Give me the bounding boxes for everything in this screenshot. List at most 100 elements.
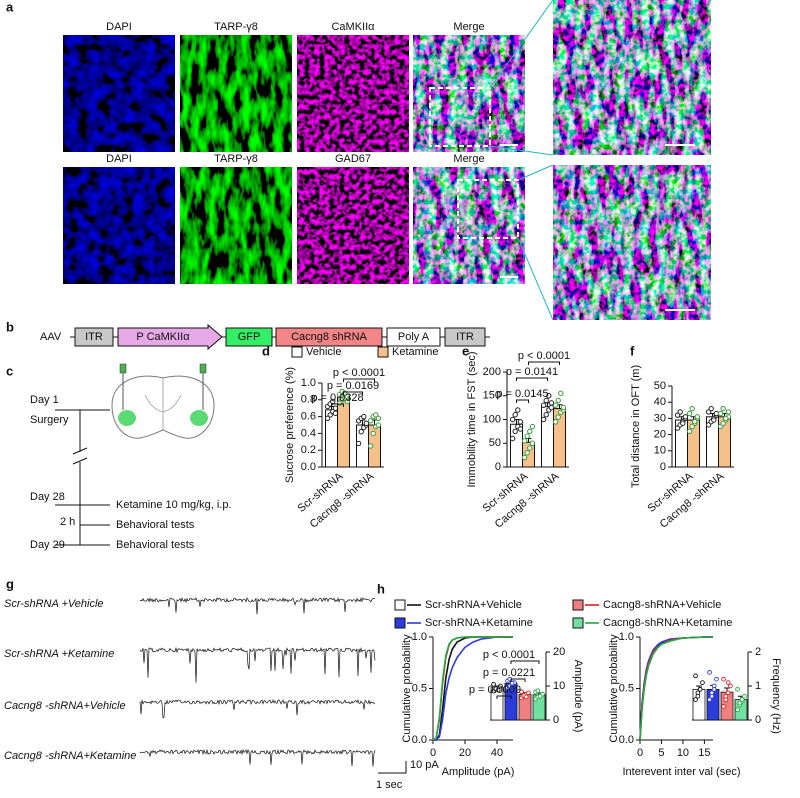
connector [517,164,554,181]
significance-bracket [516,377,548,381]
legend-swatch [394,599,406,611]
y-tick-label: 0 [660,461,666,473]
y-tick-label: 0.2 [301,444,316,456]
data-point [725,690,731,696]
x-tick-label: 0 [430,747,436,759]
data-point [709,693,715,699]
micrograph [63,35,175,152]
inset-y-tick-label: 10 [553,680,565,692]
data-point [725,680,731,685]
y-tick-label: 1.0 [301,377,316,389]
legend-label: Cacng8-shRNA+Ketamine [603,617,732,629]
construct-element [225,327,273,347]
timeline-break [72,447,88,455]
data-point [742,693,747,699]
trace [139,699,376,719]
data-point [535,688,541,694]
trace-label: Cacng8 -shRNA+Vehicle [4,700,126,712]
channel-label: TARP-γ8 [214,21,258,33]
micrograph [180,35,292,152]
construct-element [444,327,486,347]
data-point [555,414,561,420]
x-tick-label: 20 [459,747,471,759]
legend-swatch [572,617,584,629]
zoom-box [429,87,491,147]
day-label: Day 1 [30,394,59,406]
construct-label: Cacng8 shRNA [291,331,367,343]
data-point [693,673,698,679]
y-axis-label: Total distance in OFT (m) [630,365,642,488]
x-tick-label: 5 [658,747,664,759]
data-point [363,420,370,427]
data-point [517,426,524,432]
data-point [540,402,547,408]
data-point [344,393,351,400]
data-point [527,428,533,435]
x-tick-label: 15 [698,747,710,759]
significance-bracket [343,391,363,395]
connector [517,237,554,321]
data-point [332,405,339,411]
y-axis-label: Cumulative probability [401,634,413,743]
y-tick-label: 20 [654,429,666,441]
y-tick-label: 0.0 [412,734,427,746]
data-point [512,412,518,418]
trace-label: Cacng8 -shRNA+Ketamine [4,750,136,762]
event-label: Behavioral tests [116,519,195,531]
scale-label: 10 pA [410,759,439,771]
legend-swatch [377,346,389,358]
data-point [370,430,376,437]
y-tick-label: 0.0 [619,734,634,746]
y-tick-label: 1.0 [412,631,427,643]
significance-bracket [510,660,540,664]
data-point [723,693,729,699]
y-tick-label: 10 [654,445,666,457]
y-tick-label: 0.5 [412,682,427,694]
y-tick-label: 0.5 [619,682,634,694]
y-tick-label: 50 [489,437,501,449]
p-value: p = 0.0009 [469,684,521,696]
data-point [548,404,555,411]
day-label: Day 28 [30,491,65,503]
p-value: p < 0.0001 [333,367,385,379]
data-point [707,670,712,675]
channel-label: CaMKIIα [331,21,375,33]
micrograph [413,35,525,152]
data-point [739,697,745,702]
data-point [367,443,374,449]
data-point [524,450,530,456]
legend-swatch [291,346,303,358]
scale-bar [378,761,407,774]
channel-label: DAPI [106,153,132,165]
data-point [375,415,382,421]
panel-letter: b [6,319,14,334]
data-point [509,435,516,442]
data-point [491,681,496,687]
data-point [519,689,524,695]
event-label: Ketamine 10 mg/kg, i.p. [116,499,232,511]
construct-label: P CaMKIIα [136,331,190,343]
y-tick-label: 0.4 [301,427,316,439]
brain-schematic [111,363,215,439]
data-point [498,683,503,689]
data-point [721,676,726,682]
day-label: Day 29 [30,539,65,551]
construct-label: ITR [85,331,103,343]
panel-letter: e [462,343,469,358]
data-point [721,704,726,709]
data-point [324,415,331,421]
event-label: Behavioral tests [116,539,195,551]
legend-swatch [572,599,584,611]
construct-element [386,327,441,347]
significance-bracket [528,361,560,365]
inset-y-axis-label: Amplitude (pA) [572,660,584,733]
cdf-line [432,636,513,741]
data-point [711,687,717,692]
panel-letter: f [630,343,635,358]
panel-letter: h [377,581,385,596]
data-point [529,440,536,446]
event-label: Surgery [30,414,69,426]
data-point [700,680,705,685]
construct-element [275,327,383,347]
data-point [735,707,740,713]
